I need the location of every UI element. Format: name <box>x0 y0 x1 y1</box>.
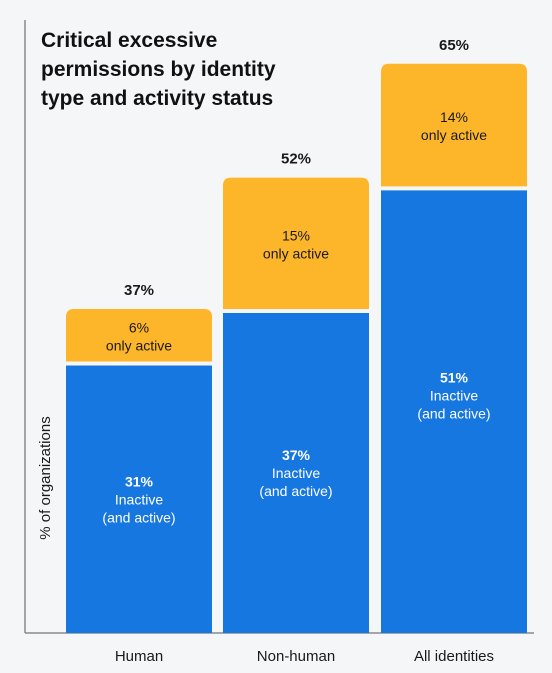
bar-segment-inactive <box>66 365 212 633</box>
segment-series-label: Inactive <box>115 491 163 507</box>
segment-series-label: (and active) <box>259 483 332 499</box>
bar-segment-only-active <box>381 63 527 187</box>
x-tick-label: All identities <box>414 648 494 665</box>
segment-series-label: Inactive <box>272 465 320 481</box>
chart-title-line: type and activity status <box>41 87 273 110</box>
segment-series-label: Inactive <box>430 387 478 403</box>
bar-segment-only-active <box>66 308 212 362</box>
bar-segment-inactive <box>223 312 369 633</box>
segment-series-label: only active <box>421 127 487 143</box>
segment-value-label: 6% <box>129 319 149 335</box>
chart-title: Critical excessive permissions by identi… <box>41 29 276 110</box>
segment-series-label: (and active) <box>102 509 175 525</box>
segment-value-label: 15% <box>282 227 310 243</box>
bar-segment-inactive <box>381 190 527 633</box>
segment-value-label: 14% <box>440 109 468 125</box>
chart-title-line: Critical excessive <box>41 29 217 52</box>
bar-segment-only-active <box>223 177 369 309</box>
y-axis-label: % of organizations <box>37 416 54 539</box>
segment-series-label: (and active) <box>417 405 490 421</box>
bar-total-label: 65% <box>439 37 469 54</box>
segment-value-label: 37% <box>282 447 311 463</box>
x-tick-label: Human <box>115 648 163 665</box>
segment-value-label: 31% <box>125 473 154 489</box>
bars-group: 37% 6% only active 31% Inactive (and active) H… <box>66 37 527 665</box>
x-tick-label: Non-human <box>257 648 335 665</box>
bar-total-label: 52% <box>281 151 311 168</box>
segment-series-label: only active <box>106 337 172 353</box>
segment-series-label: only active <box>263 245 329 261</box>
chart-title-line: permissions by identity <box>41 58 276 81</box>
bar-total-label: 37% <box>124 282 154 299</box>
segment-value-label: 51% <box>440 369 469 385</box>
